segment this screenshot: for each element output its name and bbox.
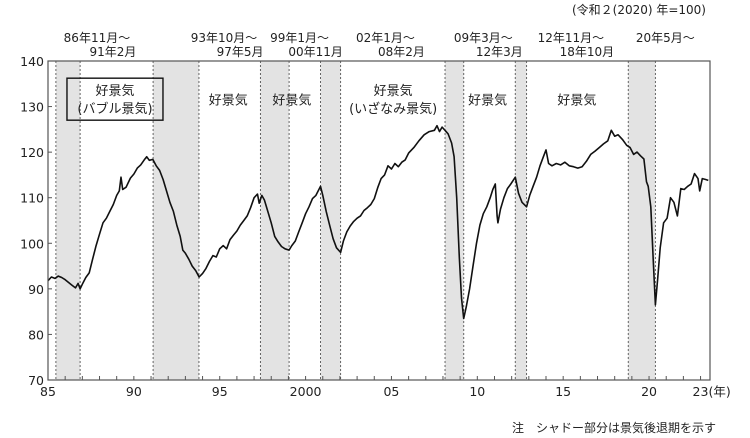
y-tick-label: 90 xyxy=(28,282,44,297)
period-label-start: 12年11月〜 xyxy=(538,31,605,45)
period-label-end: 08年2月 xyxy=(378,45,425,59)
period-label-end: 00年11月 xyxy=(288,45,343,59)
period-label-end: 18年10月 xyxy=(560,45,615,59)
boom-label: 好景気 xyxy=(557,92,596,108)
boom-label: 好景気 xyxy=(95,83,134,99)
recession-band xyxy=(445,61,464,380)
index-line xyxy=(47,124,709,320)
x-tick-label: 95 xyxy=(212,384,228,399)
period-label-start: 20年5月〜 xyxy=(636,31,695,45)
period-label-end: 97年5月 xyxy=(217,45,264,59)
x-axis: 85 90 95 2000 05 10 15 20 23(年) xyxy=(40,376,731,399)
period-label-end: 91年2月 xyxy=(89,45,136,59)
x-tick-label: 90 xyxy=(126,384,142,399)
y-tick-label: 100 xyxy=(20,236,44,251)
period-label-start: 93年10月〜 xyxy=(191,31,258,45)
recession-band xyxy=(260,61,290,380)
x-tick-label: 05 xyxy=(383,384,399,399)
chart-subtitle: (令和２(2020) 年=100) xyxy=(572,2,706,17)
period-label-start: 86年11月〜 xyxy=(64,31,131,45)
y-tick-label: 140 xyxy=(20,54,44,69)
y-tick-label: 110 xyxy=(20,191,44,206)
period-label-start: 02年1月〜 xyxy=(356,31,415,45)
x-tick-label: 15 xyxy=(555,384,571,399)
period-label-start: 09年3月〜 xyxy=(454,31,513,45)
boom-label-box xyxy=(66,77,164,121)
boom-sublabel: (バブル景気) xyxy=(77,101,152,117)
period-labels: 86年11月〜91年2月 93年10月〜97年5月 99年1月〜00年11月 02年1… xyxy=(64,31,695,59)
y-tick-label: 80 xyxy=(28,327,44,342)
boom-label: 好景気 xyxy=(209,92,248,108)
x-tick-label: 2000 xyxy=(290,384,322,399)
boom-label: 好景気 xyxy=(468,92,507,108)
recession-band xyxy=(320,61,341,380)
y-tick-label: 120 xyxy=(20,145,44,160)
x-tick-label: 10 xyxy=(469,384,485,399)
x-tick-label: 20 xyxy=(641,384,657,399)
boom-label: 好景気 xyxy=(272,92,311,108)
y-axis: 70 80 90 100 110 120 130 140 xyxy=(20,54,52,388)
recession-band xyxy=(55,61,81,380)
period-label-start: 99年1月〜 xyxy=(270,31,329,45)
y-tick-label: 70 xyxy=(28,373,44,388)
period-label-end: 12年3月 xyxy=(476,45,523,59)
y-tick-label: 130 xyxy=(20,100,44,115)
x-tick-label: 23(年) xyxy=(693,384,731,399)
chart-note: 注 シャドー部分は景気後退期を示す xyxy=(512,420,716,435)
recession-shading xyxy=(55,61,656,380)
x-tick-label: 85 xyxy=(40,384,56,399)
boom-label: 好景気 xyxy=(374,83,413,99)
plot-frame xyxy=(47,60,711,381)
recession-band xyxy=(515,61,527,380)
boom-sublabel: (いざなみ景気) xyxy=(349,101,437,117)
